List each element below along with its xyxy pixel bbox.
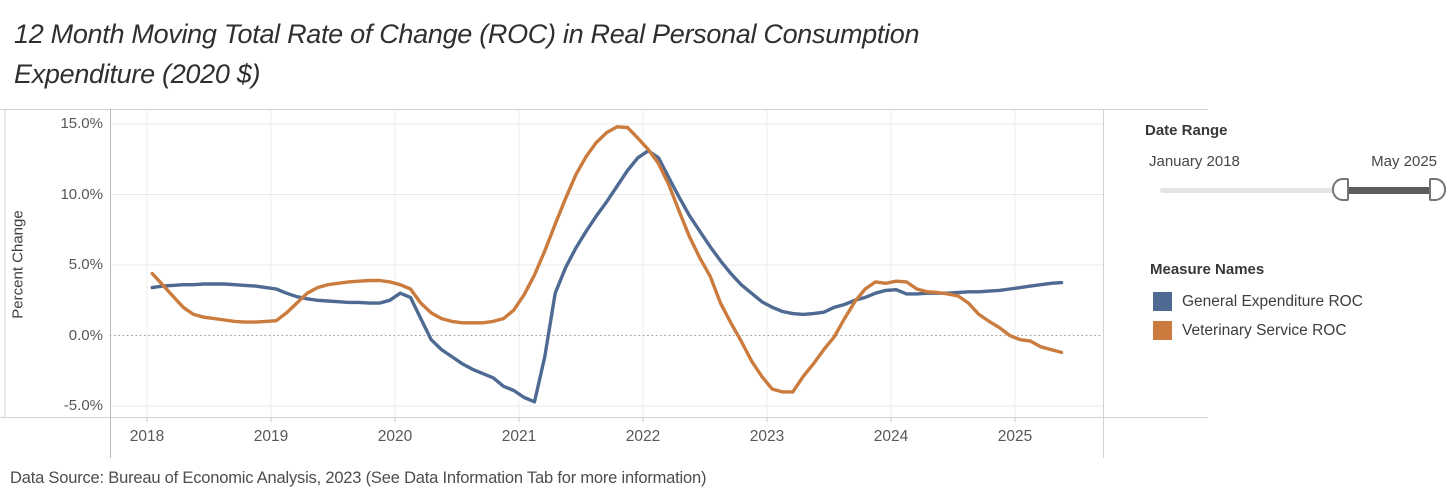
x-tick-label-2018: 2018 (129, 428, 165, 445)
y-tick-label-5.0%: 5.0% (68, 256, 103, 273)
series-line-general-expenditure-roc[interactable] (150, 149, 1064, 404)
x-tick-label-2025: 2025 (997, 428, 1033, 445)
plot-area (0, 109, 1208, 458)
data-source-caption: Data Source: Bureau of Economic Analysis… (10, 469, 707, 487)
date-range-slider[interactable] (1160, 176, 1446, 206)
series-line-veterinary-service-roc[interactable] (150, 125, 1064, 394)
date-range-max-label: May 2025 (1371, 153, 1437, 170)
legend-title: Measure Names (1150, 261, 1265, 278)
slider-selected-range[interactable] (1340, 187, 1437, 194)
slider-track[interactable] (1160, 188, 1437, 193)
date-range-min-label: January 2018 (1149, 153, 1240, 170)
legend-items: General Expenditure ROC Veterinary Servic… (1153, 287, 1363, 345)
legend-item-general-expenditure-roc[interactable]: General Expenditure ROC (1153, 287, 1363, 316)
x-tick-label-2022: 2022 (625, 428, 661, 445)
x-tick-label-2021: 2021 (501, 428, 537, 445)
legend-swatch-veterinary-service-roc (1153, 321, 1172, 340)
plot-svg (0, 109, 1208, 458)
y-tick-label-0.0%: 0.0% (68, 326, 103, 344)
y-tick-label-10.0%: 10.0% (60, 185, 103, 203)
x-tick-label-2020: 2020 (377, 428, 413, 445)
page-title-line1: 12 Month Moving Total Rate of Change (RO… (14, 19, 920, 49)
x-tick-label-2024: 2024 (873, 428, 909, 445)
date-range-title: Date Range (1145, 122, 1228, 139)
page-title-line2: Expenditure (2020 $) (14, 59, 261, 89)
legend-label-veterinary-service-roc: Veterinary Service ROC (1182, 321, 1347, 339)
slider-handle-right[interactable] (1428, 178, 1446, 201)
legend-item-veterinary-service-roc[interactable]: Veterinary Service ROC (1153, 316, 1363, 345)
legend-label-general-expenditure-roc: General Expenditure ROC (1182, 292, 1363, 310)
y-tick-label-15.0%: 15.0% (60, 115, 103, 132)
x-tick-label-2019: 2019 (253, 428, 289, 445)
page-title: 12 Month Moving Total Rate of Change (RO… (14, 14, 1114, 94)
slider-handle-left[interactable] (1331, 178, 1349, 201)
legend-swatch-general-expenditure-roc (1153, 292, 1172, 311)
y-tick-label--5.0%: -5.0% (63, 397, 103, 414)
x-tick-label-2023: 2023 (749, 428, 785, 445)
